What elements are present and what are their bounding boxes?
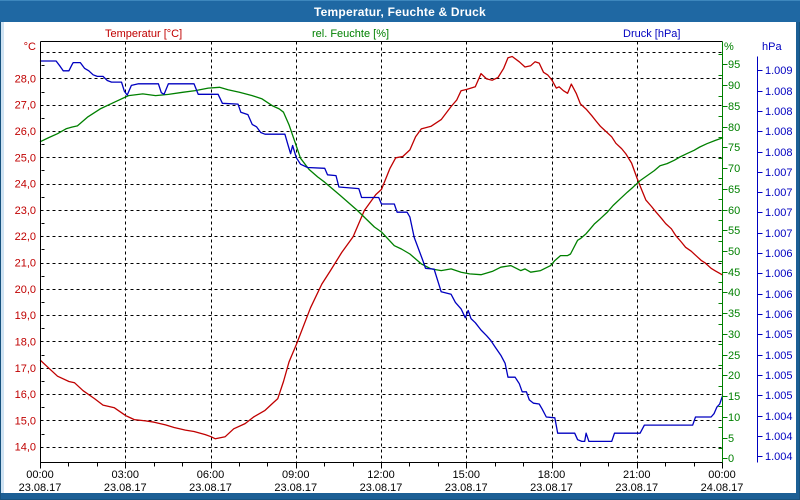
pressure-tick-label: 1.008 [765,126,793,138]
temp-tick-label: 18,0 [15,336,36,348]
window-title: Temperatur, Feuchte & Druck [314,4,486,19]
pressure-tick-label: 1.008 [765,106,793,118]
temp-tick-label: 21,0 [15,258,36,270]
x-tick-time-label: 12:00 [367,469,395,481]
pressure-tick-label: 1.009 [765,65,793,77]
temp-tick-label: 15,0 [15,415,36,427]
temp-tick-label: 20,0 [15,284,36,296]
temp-tick-label: 16,0 [15,389,36,401]
pressure-tick-label: 1.008 [765,86,793,98]
x-tick-time-label: 18:00 [538,469,566,481]
x-tick-date-label: 23.08.17 [360,482,403,494]
humidity-tick-label: 45 [728,267,740,279]
pressure-unit-label: hPa [762,41,782,53]
pressure-tick-label: 1.004 [765,431,793,443]
temp-tick-label: 25,0 [15,152,36,164]
x-tick-time-label: 00:00 [26,469,54,481]
x-tick-time-label: 15:00 [452,469,480,481]
humidity-tick-label: 50 [728,246,740,258]
x-tick-time-label: 09:00 [282,469,310,481]
humidity-tick-label: 10 [728,412,740,424]
humidity-tick-label: 65 [728,184,740,196]
humidity-tick-label: 35 [728,308,740,320]
humidity-tick-label: 85 [728,101,740,113]
humidity-tick-label: 80 [728,122,740,134]
pressure-tick-label: 1.004 [765,451,793,463]
pressure-curve [39,60,724,443]
pressure-tick-label: 1.006 [765,248,793,260]
chart-root [39,41,763,469]
x-tick-date-label: 23.08.17 [615,482,658,494]
temp-tick-label: 24,0 [15,179,36,191]
window-border-right [796,22,800,500]
temp-unit-label: °C [24,41,36,53]
pressure-tick-label: 1.007 [765,167,793,179]
humidity-tick-label: 25 [728,350,740,362]
pressure-tick-label: 1.007 [765,207,793,219]
humidity-tick-label: 70 [728,163,740,175]
temp-tick-label: 28,0 [15,73,36,85]
temp-tick-label: 26,0 [15,126,36,138]
temp-tick-label: 27,0 [15,100,36,112]
humidity-tick-label: 55 [728,225,740,237]
humidity-tick-label: 15 [728,391,740,403]
pressure-tick-label: 1.008 [765,147,793,159]
pressure-tick-label: 1.005 [765,350,793,362]
pressure-tick-label: 1.006 [765,289,793,301]
x-tick-date-label: 24.08.17 [701,482,744,494]
temp-tick-label: 19,0 [15,310,36,322]
x-tick-time-label: 21:00 [623,469,651,481]
pressure-tick-label: 1.005 [765,390,793,402]
legend-pressure-label: Druck [hPa] [623,28,680,40]
humidity-tick-label: 20 [728,370,740,382]
x-tick-date-label: 23.08.17 [189,482,232,494]
x-tick-date-label: 23.08.17 [104,482,147,494]
x-tick-time-label: 03:00 [111,469,139,481]
humidity-tick-label: 75 [728,142,740,154]
x-tick-time-label: 06:00 [197,469,225,481]
x-tick-date-label: 23.08.17 [19,482,62,494]
humidity-tick-label: 90 [728,80,740,92]
humidity-curve [39,86,724,276]
pressure-tick-label: 1.006 [765,309,793,321]
temp-tick-label: 22,0 [15,231,36,243]
window-border-left [0,22,4,500]
legend-temperature-label: Temperatur [°C] [105,28,182,40]
pressure-tick-label: 1.007 [765,228,793,240]
humidity-tick-label: 95 [728,59,740,71]
humidity-unit-label: % [724,41,734,53]
window-border-bottom [0,493,800,500]
temp-tick-label: 23,0 [15,205,36,217]
temp-tick-label: 14,0 [15,442,36,454]
pressure-tick-label: 1.005 [765,329,793,341]
temp-tick-label: 17,0 [15,363,36,375]
window-titlebar[interactable]: Temperatur, Feuchte & Druck [0,0,800,22]
pressure-tick-label: 1.004 [765,411,793,423]
x-tick-time-label: 00:00 [708,469,736,481]
pressure-tick-label: 1.005 [765,370,793,382]
humidity-tick-label: 60 [728,205,740,217]
humidity-tick-label: 40 [728,287,740,299]
x-tick-date-label: 23.08.17 [274,482,317,494]
x-tick-date-label: 23.08.17 [445,482,488,494]
humidity-tick-label: 30 [728,329,740,341]
legend-humidity-label: rel. Feuchte [%] [312,28,389,40]
pressure-tick-label: 1.007 [765,187,793,199]
pressure-tick-label: 1.006 [765,268,793,280]
humidity-tick-label: 0 [728,453,734,465]
humidity-tick-label: 5 [728,433,734,445]
x-tick-date-label: 23.08.17 [530,482,573,494]
